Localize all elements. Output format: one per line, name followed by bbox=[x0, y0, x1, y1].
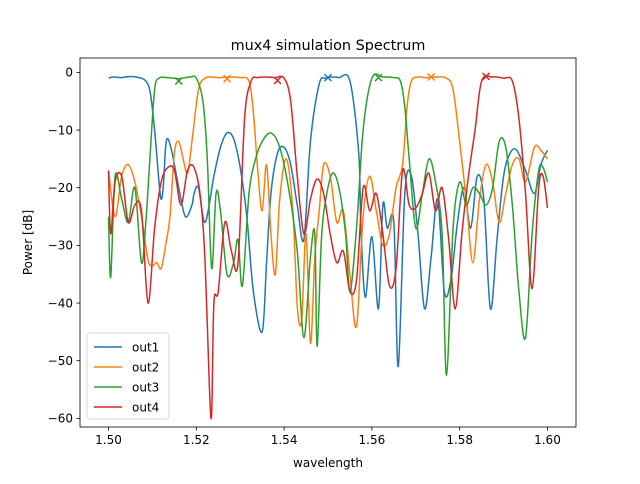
y-tick-label: −30 bbox=[48, 239, 73, 253]
series-lines bbox=[107, 73, 549, 420]
x-tick-label: 1.58 bbox=[446, 433, 473, 447]
peak-marker-out1 bbox=[323, 73, 333, 82]
legend-label-out2: out2 bbox=[132, 360, 159, 374]
peak-marker-out2 bbox=[427, 72, 436, 82]
legend: out1 out2 out3 out4 bbox=[86, 332, 170, 420]
legend-box bbox=[86, 332, 170, 420]
y-axis-ticks: 0 −10 −20 −30 −40 −50 −60 bbox=[48, 66, 80, 426]
peak-marker-out3 bbox=[374, 73, 383, 82]
y-tick-label: −20 bbox=[48, 181, 73, 195]
y-tick-label: −10 bbox=[48, 123, 73, 137]
series-line-out4 bbox=[107, 75, 549, 420]
x-axis-label: wavelength bbox=[293, 456, 363, 470]
legend-label-out3: out3 bbox=[132, 380, 159, 394]
peak-marker-out4 bbox=[273, 76, 282, 85]
y-axis-label: Power [dB] bbox=[21, 210, 35, 275]
y-tick-label: −50 bbox=[48, 354, 73, 368]
x-tick-label: 1.50 bbox=[95, 433, 122, 447]
series-line-out1 bbox=[108, 73, 549, 368]
x-tick-label: 1.54 bbox=[271, 433, 298, 447]
x-tick-label: 1.52 bbox=[183, 433, 210, 447]
chart-title: mux4 simulation Spectrum bbox=[231, 38, 426, 54]
peak-marker-out4 bbox=[481, 72, 491, 81]
y-tick-label: 0 bbox=[65, 66, 73, 80]
peak-marker-out3 bbox=[174, 77, 183, 86]
y-tick-label: −60 bbox=[48, 412, 73, 426]
x-tick-label: 1.56 bbox=[359, 433, 386, 447]
plot-frame bbox=[79, 57, 577, 428]
legend-label-out1: out1 bbox=[132, 340, 159, 354]
y-tick-label: −40 bbox=[48, 296, 73, 310]
peak-markers bbox=[174, 72, 491, 86]
peak-marker-out2 bbox=[223, 74, 232, 83]
x-axis-ticks: 1.50 1.52 1.54 1.56 1.58 1.60 bbox=[95, 427, 561, 447]
legend-label-out4: out4 bbox=[132, 400, 159, 414]
x-tick-label: 1.60 bbox=[534, 433, 561, 447]
